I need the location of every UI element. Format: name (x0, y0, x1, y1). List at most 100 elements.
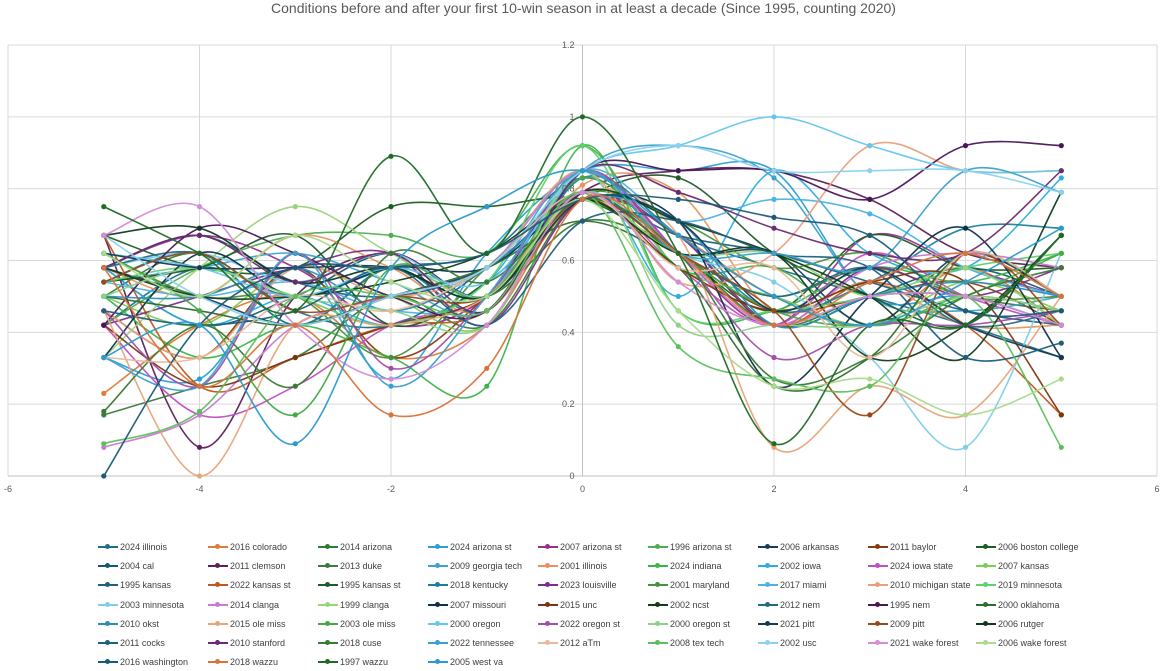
data-point (388, 376, 394, 382)
data-point (771, 376, 777, 382)
data-point (771, 250, 777, 256)
data-point (867, 250, 873, 256)
data-point (196, 293, 203, 299)
data-point (867, 322, 873, 328)
legend-label: 2002 ncst (670, 599, 710, 610)
data-point (388, 232, 394, 238)
legend-item: 2005 west va (428, 656, 503, 668)
data-point (292, 308, 298, 314)
legend-label: 2003 ole miss (340, 618, 396, 629)
legend-swatch (538, 601, 558, 607)
legend-swatch (428, 563, 448, 569)
legend-label: 2007 missouri (450, 599, 507, 610)
legend-label: 2019 minnesota (998, 580, 1063, 591)
chart-title: Conditions before and after your first 1… (271, 0, 896, 16)
data-point (867, 376, 873, 382)
legend-swatch (538, 640, 558, 645)
series-line (103, 191, 1062, 380)
data-point (1058, 225, 1064, 231)
x-tick-label: 4 (963, 484, 968, 494)
data-point (675, 279, 681, 285)
data-point (292, 383, 298, 389)
x-tick-label: -4 (195, 484, 203, 494)
data-point (867, 279, 873, 285)
y-tick-label: 0.8 (562, 184, 575, 194)
data-point (196, 250, 203, 256)
legend-item: 2023 louisville (538, 579, 617, 591)
legend-item: 2012 nem (758, 599, 820, 611)
data-point (292, 293, 298, 299)
data-point (292, 322, 298, 328)
legend-item: 2014 clanga (208, 599, 279, 611)
data-point (196, 408, 203, 414)
legend-swatch (976, 544, 996, 549)
legend-swatch (976, 563, 996, 569)
legend-item: 2016 colorado (208, 541, 287, 553)
data-point (388, 293, 394, 299)
data-point (388, 204, 394, 210)
data-point (675, 250, 681, 256)
legend-swatch (868, 620, 888, 626)
data-point (675, 322, 681, 328)
data-point (1058, 143, 1064, 149)
legend-label: 2006 boston college (998, 542, 1079, 552)
series-line (103, 188, 1062, 362)
legend-label: 2006 wake forest (998, 638, 1067, 648)
legend-label: 2007 arizona st (560, 542, 622, 552)
data-point (962, 444, 969, 450)
legend-swatch (428, 640, 448, 645)
legend-item: 2004 cal (98, 560, 154, 572)
legend-swatch (538, 544, 558, 549)
chart-series-lines (103, 115, 1063, 477)
legend-label: 2009 pitt (890, 618, 925, 629)
legend-swatch (428, 659, 448, 665)
legend-label: 2018 kentucky (450, 580, 509, 591)
legend-item: 2001 maryland (648, 579, 730, 591)
legend-label: 2012 nem (780, 599, 821, 610)
legend-label: 2022 kansas st (230, 580, 291, 591)
x-tick-label: 2 (771, 484, 776, 494)
series-line (103, 194, 1062, 418)
legend-swatch (318, 659, 338, 665)
legend-swatch (758, 563, 778, 569)
data-point (579, 114, 586, 120)
legend-item: 2003 ole miss (318, 618, 396, 630)
legend-item: 2022 tennessee (428, 637, 514, 649)
legend-swatch (758, 620, 778, 626)
legend-swatch (648, 544, 668, 549)
legend-item: 2017 miami (758, 579, 827, 591)
legend-label: 2011 cocks (120, 638, 165, 648)
legend-item: 2001 illinois (538, 560, 607, 572)
legend-item: 2006 wake forest (976, 637, 1067, 649)
series-line (103, 193, 1062, 477)
legend-label: 2018 wazzu (230, 657, 279, 668)
line-chart: 0 0.2 0.4 0.6 0.8 1 1.2 -6 -4 -2 0 2 4 6 (4, 40, 1160, 494)
data-point (196, 232, 203, 238)
legend-label: 2003 minnesota (120, 599, 185, 610)
data-point (292, 265, 298, 271)
legend-label: 2004 cal (120, 561, 155, 572)
data-point (484, 308, 490, 314)
x-tick-label: -2 (387, 484, 395, 494)
legend-label: 2001 illinois (560, 561, 608, 572)
legend-item: 2021 wake forest (868, 637, 959, 649)
data-point (1058, 265, 1064, 271)
data-point (1058, 322, 1064, 328)
legend-item: 2024 arizona st (428, 541, 512, 553)
data-point (771, 293, 777, 299)
legend-item: 2009 georgia tech (428, 560, 522, 572)
legend-item: 2006 boston college (976, 541, 1079, 553)
legend-item: 1995 kansas st (318, 579, 401, 591)
legend-swatch (758, 544, 778, 549)
legend-swatch (318, 640, 338, 645)
data-point (675, 265, 681, 271)
legend-swatch (758, 640, 778, 645)
chart-series-points (101, 114, 1064, 479)
legend-label: 1997 wazzu (340, 657, 389, 668)
data-point (867, 383, 873, 389)
legend-label: 2022 oregon st (560, 618, 621, 629)
legend-item: 2011 cocks (98, 637, 165, 649)
legend-label: 2023 louisville (560, 580, 617, 591)
data-point (962, 265, 969, 271)
data-point (771, 175, 777, 181)
